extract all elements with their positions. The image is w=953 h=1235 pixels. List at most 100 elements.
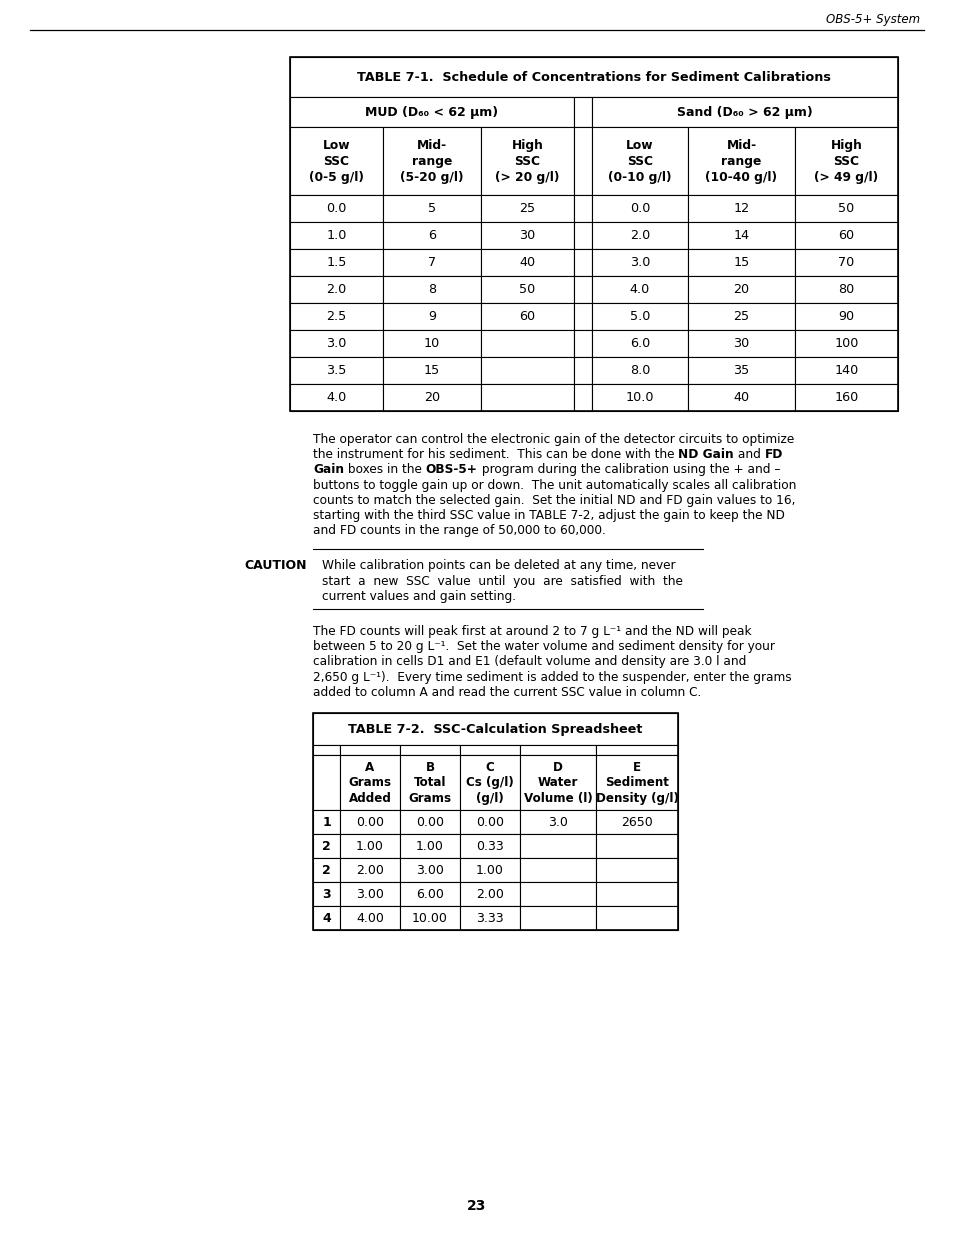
Text: Low
SSC
(0-5 g/l): Low SSC (0-5 g/l) [309, 138, 363, 184]
Text: 1.5: 1.5 [326, 256, 346, 269]
Bar [574, 357, 592, 384]
Bar [382, 222, 480, 249]
Bar [290, 127, 382, 195]
Text: 1.0: 1.0 [326, 228, 346, 242]
Text: ND Gain: ND Gain [678, 448, 733, 461]
Bar [519, 745, 596, 755]
Text: 3.0: 3.0 [326, 337, 346, 350]
Bar [592, 195, 687, 222]
Bar [290, 57, 897, 98]
Bar [313, 713, 678, 745]
Bar [794, 222, 897, 249]
Bar [574, 249, 592, 275]
Text: High
SSC
(> 49 g/l): High SSC (> 49 g/l) [814, 138, 878, 184]
Bar [382, 195, 480, 222]
Bar [480, 195, 574, 222]
Text: Gain: Gain [313, 463, 344, 477]
Text: and FD counts in the range of 50,000 to 60,000.: and FD counts in the range of 50,000 to … [313, 524, 605, 537]
Text: 8.0: 8.0 [629, 364, 650, 377]
Bar [794, 303, 897, 330]
Text: 20: 20 [423, 391, 439, 404]
Bar [290, 384, 382, 411]
Text: 50: 50 [838, 203, 854, 215]
Bar [399, 834, 459, 858]
Bar [339, 858, 399, 882]
Bar [290, 98, 574, 127]
Text: TABLE 7-2.  SSC-Calculation Spreadsheet: TABLE 7-2. SSC-Calculation Spreadsheet [348, 722, 642, 736]
Text: 3.0: 3.0 [629, 256, 650, 269]
Text: 9: 9 [428, 310, 436, 324]
Text: counts to match the selected gain.  Set the initial ND and FD gain values to 16,: counts to match the selected gain. Set t… [313, 494, 795, 506]
Bar [290, 249, 382, 275]
Bar [592, 275, 687, 303]
Text: 2,650 g L⁻¹).  Every time sediment is added to the suspender, enter the grams: 2,650 g L⁻¹). Every time sediment is add… [313, 671, 791, 684]
Bar [592, 222, 687, 249]
Text: 1: 1 [322, 815, 331, 829]
Bar [592, 303, 687, 330]
Bar [519, 810, 596, 834]
Bar [382, 357, 480, 384]
Text: 3.5: 3.5 [326, 364, 346, 377]
Text: buttons to toggle gain up or down.  The unit automatically scales all calibratio: buttons to toggle gain up or down. The u… [313, 479, 796, 492]
Text: 3.00: 3.00 [355, 888, 383, 900]
Text: 60: 60 [838, 228, 854, 242]
Text: 14: 14 [733, 228, 749, 242]
Text: 0.33: 0.33 [476, 840, 503, 852]
Text: boxes in the: boxes in the [344, 463, 425, 477]
Bar [290, 222, 382, 249]
Text: 4: 4 [322, 911, 331, 925]
Bar [459, 755, 519, 810]
Text: 0.0: 0.0 [629, 203, 650, 215]
Bar [794, 357, 897, 384]
Bar [313, 906, 339, 930]
Text: 0.00: 0.00 [355, 815, 384, 829]
Text: 30: 30 [733, 337, 749, 350]
Text: 8: 8 [428, 283, 436, 296]
Bar [687, 249, 794, 275]
Bar [596, 882, 678, 906]
Bar [519, 882, 596, 906]
Bar [339, 810, 399, 834]
Text: 2.0: 2.0 [326, 283, 346, 296]
Text: 2.0: 2.0 [629, 228, 649, 242]
Text: High
SSC
(> 20 g/l): High SSC (> 20 g/l) [495, 138, 559, 184]
Text: 3.33: 3.33 [476, 911, 503, 925]
Bar [382, 303, 480, 330]
Text: 70: 70 [838, 256, 854, 269]
Text: 1.00: 1.00 [355, 840, 383, 852]
Bar [313, 745, 339, 755]
Text: 10.00: 10.00 [412, 911, 448, 925]
Bar [480, 303, 574, 330]
Bar [382, 330, 480, 357]
Bar [382, 384, 480, 411]
Bar [339, 755, 399, 810]
Bar [574, 330, 592, 357]
Text: MUD (D₆₀ < 62 μm): MUD (D₆₀ < 62 μm) [365, 105, 498, 119]
Bar [459, 810, 519, 834]
Bar [459, 745, 519, 755]
Text: the instrument for his sediment.  This can be done with the: the instrument for his sediment. This ca… [313, 448, 678, 461]
Text: TABLE 7-1.  Schedule of Concentrations for Sediment Calibrations: TABLE 7-1. Schedule of Concentrations fo… [356, 70, 830, 84]
Bar [574, 275, 592, 303]
Bar [339, 906, 399, 930]
Text: 35: 35 [733, 364, 749, 377]
Bar [519, 906, 596, 930]
Bar [592, 357, 687, 384]
Text: 10.0: 10.0 [625, 391, 654, 404]
Bar [687, 275, 794, 303]
Bar [339, 834, 399, 858]
Text: C
Cs (g/l)
(g/l): C Cs (g/l) (g/l) [466, 761, 514, 804]
Text: The FD counts will peak first at around 2 to 7 g L⁻¹ and the ND will peak: The FD counts will peak first at around … [313, 625, 751, 638]
Bar [313, 755, 339, 810]
Text: 25: 25 [518, 203, 535, 215]
Text: 0.00: 0.00 [416, 815, 443, 829]
Text: 3.00: 3.00 [416, 863, 443, 877]
Bar [459, 882, 519, 906]
Text: While calibration points can be deleted at any time, never: While calibration points can be deleted … [322, 559, 675, 572]
Bar [687, 222, 794, 249]
Bar [290, 57, 897, 411]
Text: and: and [733, 448, 764, 461]
Bar [596, 834, 678, 858]
Text: 40: 40 [518, 256, 535, 269]
Text: 2.5: 2.5 [326, 310, 346, 324]
